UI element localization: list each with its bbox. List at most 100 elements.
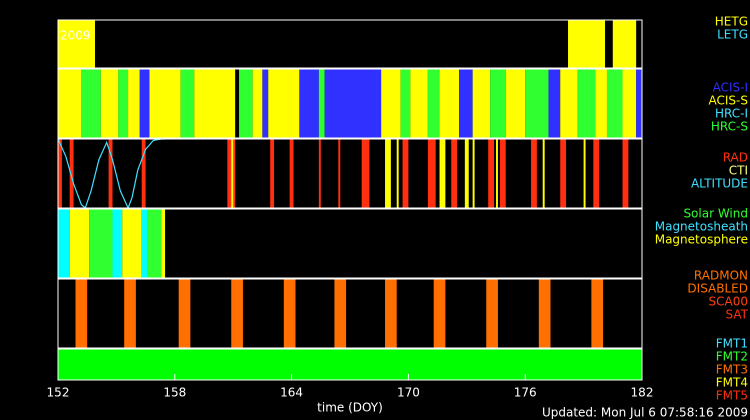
- legend-entry: ACIS-S: [709, 94, 748, 108]
- x-axis-label: time (DOY): [317, 401, 383, 415]
- segment: [542, 139, 545, 208]
- segment: [400, 69, 411, 138]
- panel-frame: [57, 138, 643, 209]
- segment: [427, 69, 440, 138]
- x-tick-label: 164: [280, 386, 303, 400]
- segment: [439, 69, 460, 138]
- segment: [385, 139, 391, 208]
- updated-text: Updated: Mon Jul 6 07:58:16 2009: [542, 406, 748, 420]
- segment: [499, 139, 506, 208]
- legend-entry: HETG: [715, 15, 748, 29]
- segment: [531, 139, 537, 208]
- segment: [194, 69, 236, 138]
- segment: [124, 279, 136, 348]
- segment: [606, 69, 623, 138]
- segment: [149, 69, 181, 138]
- segment: [239, 69, 253, 138]
- segment: [147, 209, 162, 278]
- segment: [595, 69, 607, 138]
- segment: [338, 139, 341, 208]
- segment: [427, 139, 436, 208]
- segment: [381, 69, 401, 138]
- segment: [128, 69, 140, 138]
- x-tick-label: 158: [163, 386, 186, 400]
- legend-entry: RAD: [723, 151, 748, 165]
- segment: [433, 279, 446, 348]
- segment: [361, 139, 370, 208]
- segment: [231, 279, 243, 348]
- x-tick-label: 152: [47, 386, 70, 400]
- legend-entry: SCA00: [709, 295, 748, 309]
- segment: [402, 139, 409, 208]
- segment: [439, 139, 446, 208]
- panel-frame: [57, 278, 643, 349]
- segment: [410, 69, 428, 138]
- panel-frame: [57, 19, 643, 69]
- legend-entry: RADMON: [694, 269, 748, 283]
- legend-entry: FMT1: [716, 337, 748, 351]
- segment: [396, 139, 399, 208]
- segment: [139, 69, 150, 138]
- legend-entry: FMT2: [716, 350, 748, 364]
- segment: [89, 209, 113, 278]
- segment: [577, 69, 596, 138]
- segment: [58, 209, 70, 278]
- segment: [268, 69, 300, 138]
- legend-entry: ACIS-I: [713, 81, 748, 95]
- legend-entry: Magnetosphere: [655, 233, 748, 247]
- legend-entry: FMT3: [716, 363, 748, 377]
- segment: [100, 69, 119, 138]
- segment: [591, 279, 604, 348]
- altitude-line: [57, 138, 166, 210]
- legend-entry: LETG: [717, 28, 748, 42]
- panel-frame: [57, 348, 643, 381]
- segment: [318, 69, 325, 138]
- segment: [459, 69, 473, 138]
- segment: [622, 69, 637, 138]
- segment: [118, 69, 129, 138]
- segment: [324, 69, 382, 138]
- segment: [318, 139, 321, 208]
- segment: [538, 279, 551, 348]
- segment: [472, 69, 491, 138]
- x-tick-label: 170: [397, 386, 420, 400]
- panel-frame: [57, 68, 643, 139]
- segment: [560, 139, 567, 208]
- segment: [334, 279, 347, 348]
- segment: [583, 139, 586, 208]
- segment: [289, 139, 294, 208]
- segment: [283, 279, 296, 348]
- segment: [451, 139, 458, 208]
- segment: [69, 209, 90, 278]
- segment: [270, 139, 275, 208]
- year-label: 2009: [60, 29, 91, 43]
- segment: [58, 20, 95, 68]
- legend-entry: Solar Wind: [683, 207, 748, 221]
- segment: [593, 139, 600, 208]
- segment: [560, 69, 578, 138]
- x-tick-label: 182: [631, 386, 654, 400]
- segment: [472, 139, 475, 208]
- segment: [75, 279, 88, 348]
- x-tick-label: 176: [514, 386, 537, 400]
- segment: [548, 69, 561, 138]
- segment: [612, 20, 637, 68]
- legend-entry: FMT4: [716, 376, 748, 390]
- segment: [112, 209, 123, 278]
- legend-entry: Magnetosheath: [655, 220, 748, 234]
- panel-frame: [57, 208, 643, 279]
- segment: [486, 279, 498, 348]
- segment: [252, 69, 263, 138]
- segment: [636, 69, 642, 138]
- segment: [81, 69, 101, 138]
- segment: [141, 139, 146, 208]
- segment: [69, 139, 74, 208]
- segment: [58, 349, 642, 380]
- legend-entry: FMT5: [716, 389, 748, 403]
- segment: [58, 69, 82, 138]
- segment: [262, 69, 269, 138]
- segment: [496, 139, 498, 208]
- segment: [505, 69, 526, 138]
- legend-entry: HRC-I: [715, 107, 748, 121]
